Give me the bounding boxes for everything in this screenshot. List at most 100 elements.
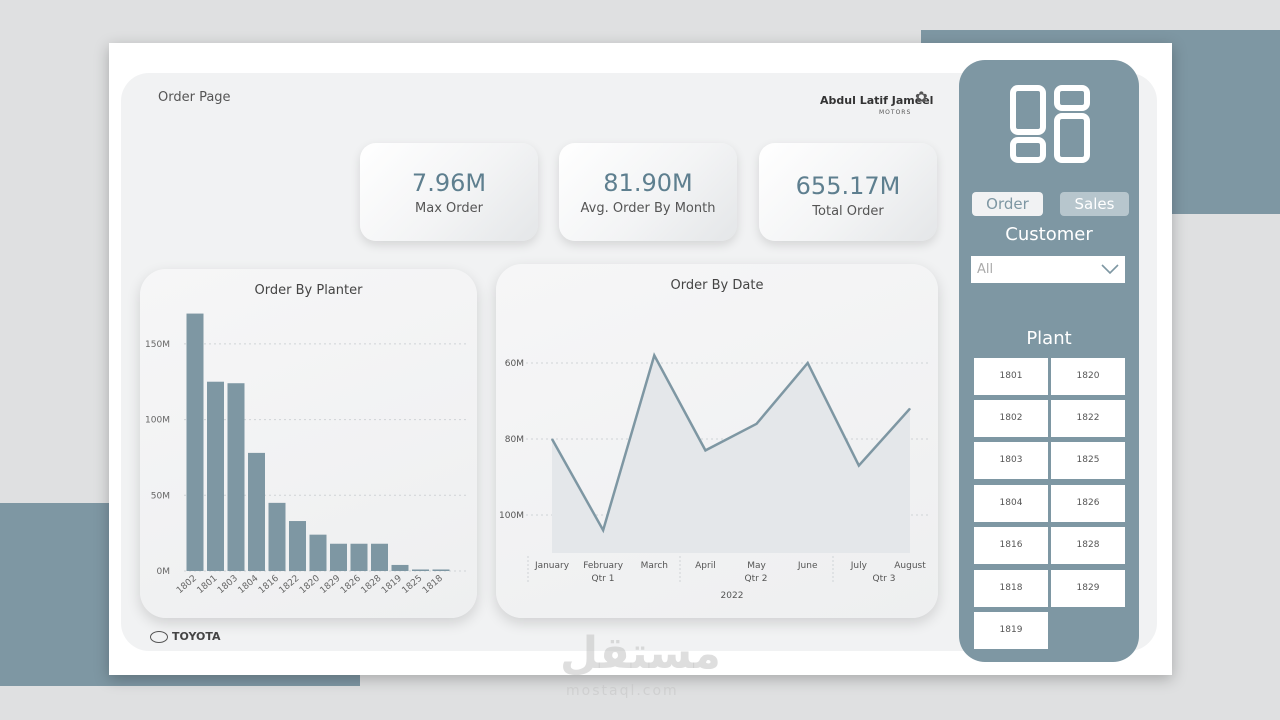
x-tick-label: 1825: [400, 574, 424, 596]
toyota-logo: TOYOTA: [150, 630, 221, 643]
data-point: [704, 449, 706, 451]
plant-button-1816[interactable]: 1816: [974, 527, 1048, 564]
y-tick-label: 150M: [145, 340, 170, 350]
x-tick-label: 1819: [380, 573, 404, 596]
bar: [248, 452, 265, 571]
plant-button-1826[interactable]: 1826: [1051, 485, 1125, 522]
bar: [330, 543, 347, 571]
customer-filter-title: Customer: [1005, 224, 1093, 245]
kpi-label: Max Order: [415, 201, 483, 216]
sales-page-button[interactable]: Sales: [1060, 192, 1129, 216]
x-tick-label: 1820: [298, 573, 322, 596]
bar: [391, 564, 409, 571]
toyota-logo-text: TOYOTA: [172, 630, 221, 643]
plant-button-1801[interactable]: 1801: [974, 358, 1048, 395]
year-label: 2022: [721, 591, 744, 601]
bar: [207, 381, 224, 571]
data-point: [756, 423, 758, 425]
x-tick-label: 1801: [195, 574, 219, 596]
x-tick-label: 1804: [236, 573, 260, 596]
bar-chart-title: Order By Planter: [254, 283, 363, 298]
bar: [309, 534, 327, 571]
x-tick-label: February: [583, 561, 624, 571]
x-tick-label: 1828: [359, 573, 383, 596]
kpi-value: 81.90M: [603, 169, 693, 197]
chevron-down-icon: [1101, 264, 1119, 275]
toyota-emblem-icon: [150, 631, 168, 643]
y-tick-label: 100M: [145, 416, 170, 426]
bar: [268, 502, 286, 571]
x-tick-label: 1818: [421, 573, 445, 596]
order-page-button[interactable]: Order: [972, 192, 1043, 216]
x-tick-label: 1829: [318, 573, 342, 596]
bar-chart: 0M50M100M150M180218011803180418161822182…: [145, 313, 467, 596]
plant-button-1822[interactable]: 1822: [1051, 400, 1125, 437]
x-tick-label: 1816: [257, 573, 281, 596]
series-line: [550, 352, 911, 534]
bar: [350, 543, 368, 571]
data-point: [909, 408, 911, 410]
kpi-value: 655.17M: [795, 172, 901, 200]
quarter-label: Qtr 3: [873, 574, 896, 584]
x-tick-label: 1826: [339, 573, 363, 596]
data-point: [858, 465, 860, 467]
data-point: [602, 529, 604, 531]
area-chart-card: Order By Date: [496, 264, 938, 618]
alj-motors-logo: Abdul Latif Jameel MOTORS ✿: [820, 88, 935, 118]
plant-button-1819[interactable]: 1819: [974, 612, 1048, 649]
plant-button-1804[interactable]: 1804: [974, 485, 1048, 522]
data-point: [653, 354, 655, 356]
area-chart-title: Order By Date: [670, 278, 764, 293]
y-tick-label: 0M: [157, 567, 171, 577]
customer-dropdown[interactable]: All: [971, 256, 1125, 283]
y-tick-label: 80M: [505, 435, 524, 445]
data-point: [807, 362, 809, 364]
bar: [412, 569, 429, 571]
plant-filter-title: Plant: [1026, 328, 1072, 349]
x-tick-label: 1802: [175, 574, 199, 596]
y-tick-label: 50M: [151, 491, 170, 501]
alj-emblem-icon: ✿: [915, 88, 928, 106]
plant-button-1803[interactable]: 1803: [974, 442, 1048, 479]
kpi-card-avg-order: 81.90M Avg. Order By Month: [559, 143, 737, 241]
watermark-latin: mostaql.com: [566, 683, 679, 699]
x-tick-label: April: [695, 561, 716, 571]
plant-button-1818[interactable]: 1818: [974, 570, 1048, 607]
x-tick-label: August: [894, 561, 926, 571]
grid-dashboard-icon[interactable]: [1010, 85, 1090, 165]
plant-button-1825[interactable]: 1825: [1051, 442, 1125, 479]
bar: [289, 521, 306, 571]
watermark-arabic: مستقل: [560, 628, 721, 679]
x-tick-label: June: [797, 561, 818, 571]
bar: [371, 543, 388, 571]
kpi-card-max-order: 7.96M Max Order: [360, 143, 538, 241]
bar: [432, 569, 450, 571]
page-title: Order Page: [158, 90, 231, 105]
x-tick-label: January: [534, 561, 570, 571]
x-tick-label: March: [641, 561, 668, 571]
customer-dropdown-value: All: [977, 262, 994, 277]
plant-button-1829[interactable]: 1829: [1051, 570, 1125, 607]
area-fill: [552, 355, 910, 553]
plant-button-1802[interactable]: 1802: [974, 400, 1048, 437]
y-tick-label: 60M: [505, 359, 524, 369]
bar: [186, 313, 204, 571]
bar: [227, 383, 245, 571]
x-tick-label: 1822: [277, 574, 301, 596]
kpi-label: Avg. Order By Month: [580, 201, 716, 216]
x-tick-label: July: [850, 561, 868, 571]
plant-button-1820[interactable]: 1820: [1051, 358, 1125, 395]
alj-logo-name: Abdul Latif Jameel: [820, 94, 934, 107]
kpi-label: Total Order: [812, 204, 884, 219]
plant-button-1828[interactable]: 1828: [1051, 527, 1125, 564]
x-tick-label: 1803: [216, 574, 240, 596]
x-tick-label: May: [747, 561, 766, 571]
kpi-card-total-order: 655.17M Total Order: [759, 143, 937, 241]
area-chart: 60M 80M 100M January February March April May Ju…: [499, 352, 928, 601]
alj-logo-sub: MOTORS: [879, 109, 912, 116]
data-point: [551, 438, 553, 440]
quarter-label: Qtr 2: [745, 574, 768, 584]
kpi-value: 7.96M: [411, 169, 487, 197]
quarter-label: Qtr 1: [592, 574, 615, 584]
y-tick-label: 100M: [499, 511, 524, 521]
